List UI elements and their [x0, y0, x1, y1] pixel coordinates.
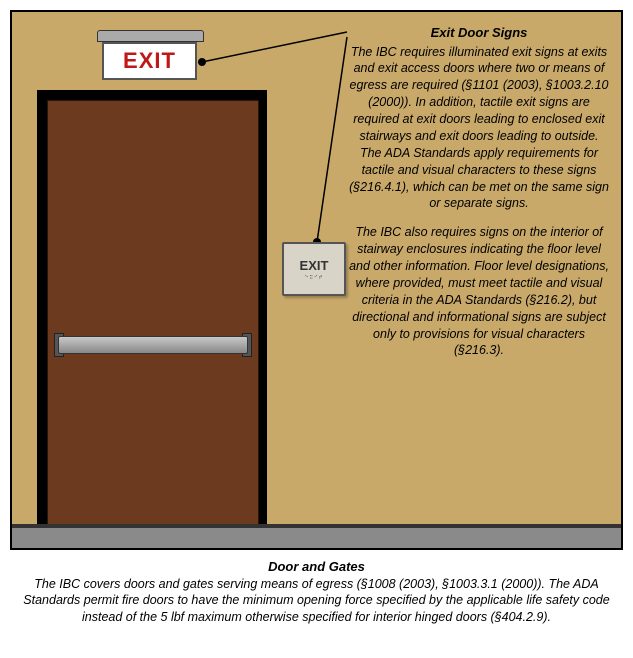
caption-block: Door and Gates The IBC covers doors and … [10, 558, 623, 626]
sidebar-para-2: The IBC also requires signs on the inter… [349, 224, 609, 359]
door-frame [37, 90, 267, 532]
caption-title: Door and Gates [10, 558, 623, 576]
sidebar-para-1: The IBC requires illuminated exit signs … [349, 44, 609, 213]
sidebar-text: Exit Door Signs The IBC requires illumin… [349, 24, 609, 371]
push-bar [58, 336, 248, 354]
exit-sign-bracket [97, 30, 204, 42]
sidebar-title: Exit Door Signs [349, 24, 609, 42]
illuminated-exit-sign: EXIT [102, 30, 197, 80]
exit-sign-panel: EXIT [102, 42, 197, 80]
callout-dot-exit-sign [198, 58, 206, 66]
tactile-sign-label: EXIT [300, 258, 329, 273]
floor [12, 527, 621, 548]
tactile-exit-sign: EXIT ⠑⠭⠊⠞ [282, 242, 346, 296]
tactile-sign-braille: ⠑⠭⠊⠞ [305, 275, 324, 281]
door [47, 100, 259, 534]
exit-sign-text: EXIT [123, 48, 176, 74]
caption-body: The IBC covers doors and gates serving m… [10, 576, 623, 627]
scene: EXIT EXIT ⠑⠭⠊⠞ Exit Door Signs The IBC r… [10, 10, 623, 550]
